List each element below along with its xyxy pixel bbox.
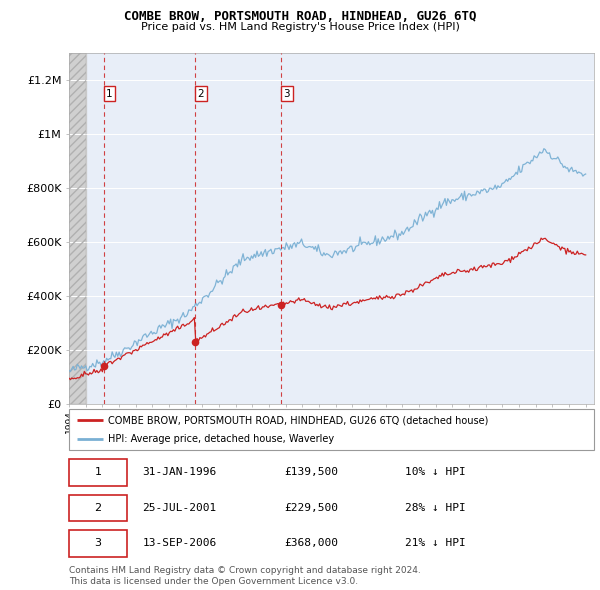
Text: 2: 2 <box>94 503 101 513</box>
Text: COMBE BROW, PORTSMOUTH ROAD, HINDHEAD, GU26 6TQ: COMBE BROW, PORTSMOUTH ROAD, HINDHEAD, G… <box>124 10 476 23</box>
Text: Contains HM Land Registry data © Crown copyright and database right 2024.
This d: Contains HM Land Registry data © Crown c… <box>69 566 421 586</box>
FancyBboxPatch shape <box>69 459 127 486</box>
Text: 2: 2 <box>197 88 204 99</box>
Text: Price paid vs. HM Land Registry's House Price Index (HPI): Price paid vs. HM Land Registry's House … <box>140 22 460 32</box>
Text: 28% ↓ HPI: 28% ↓ HPI <box>405 503 466 513</box>
Text: 13-SEP-2006: 13-SEP-2006 <box>143 539 217 549</box>
Text: COMBE BROW, PORTSMOUTH ROAD, HINDHEAD, GU26 6TQ (detached house): COMBE BROW, PORTSMOUTH ROAD, HINDHEAD, G… <box>109 415 489 425</box>
Text: 10% ↓ HPI: 10% ↓ HPI <box>405 467 466 477</box>
Bar <box>69 53 86 404</box>
Text: 25-JUL-2001: 25-JUL-2001 <box>143 503 217 513</box>
FancyBboxPatch shape <box>69 530 127 557</box>
Text: 21% ↓ HPI: 21% ↓ HPI <box>405 539 466 549</box>
Text: £229,500: £229,500 <box>284 503 338 513</box>
Text: 31-JAN-1996: 31-JAN-1996 <box>143 467 217 477</box>
Bar <box>69 53 86 404</box>
FancyBboxPatch shape <box>69 494 127 522</box>
Text: £139,500: £139,500 <box>284 467 338 477</box>
Text: 3: 3 <box>283 88 290 99</box>
Text: 1: 1 <box>106 88 113 99</box>
Text: 3: 3 <box>94 539 101 549</box>
Text: £368,000: £368,000 <box>284 539 338 549</box>
Text: HPI: Average price, detached house, Waverley: HPI: Average price, detached house, Wave… <box>109 434 335 444</box>
Text: 1: 1 <box>94 467 101 477</box>
